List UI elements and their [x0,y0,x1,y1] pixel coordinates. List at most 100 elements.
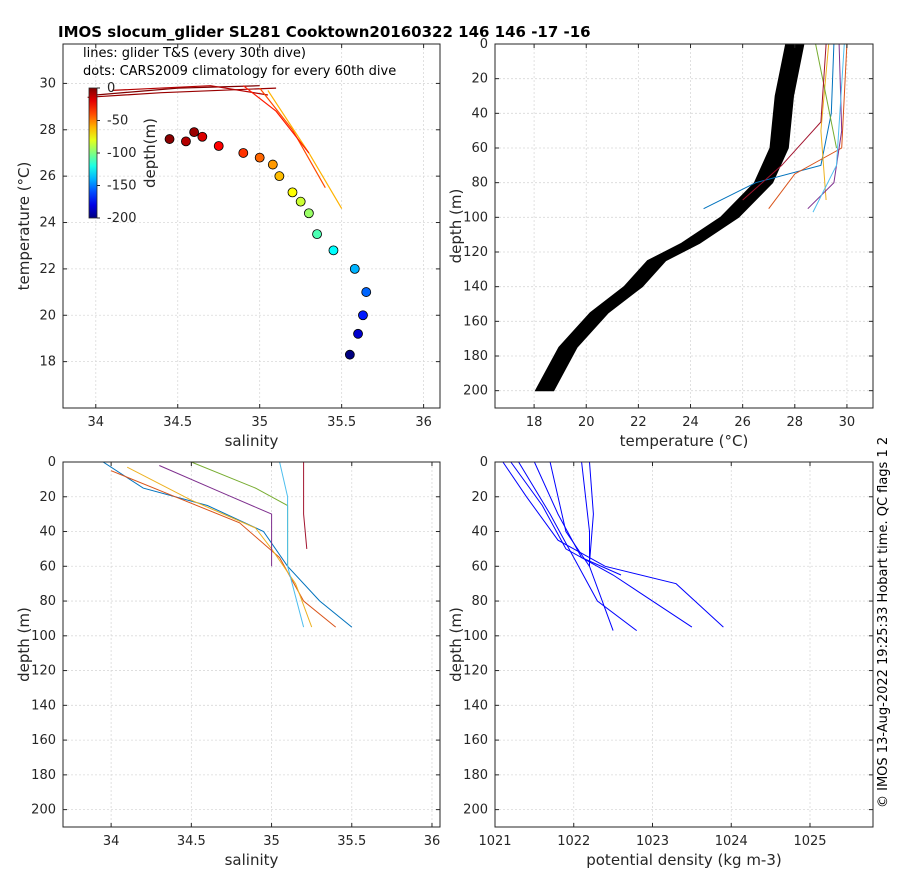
climatology-dot [353,328,363,339]
colorbar-tick-label: 0 [107,81,115,96]
y-tick-label: 180 [463,349,488,364]
axes-frame [62,461,441,828]
y-tick-label: 200 [463,803,488,818]
y-tick-label: 60 [39,559,56,574]
glider-ts-line [267,90,343,209]
y-tick-label: 40 [471,525,488,540]
y-tick-label: 200 [463,384,488,399]
x-axis-label: temperature (°C) [620,432,749,450]
x-axis-label: salinity [225,432,279,450]
plot-area [102,462,353,628]
salinity-profile [126,466,313,628]
x-tick-label: 20 [578,415,595,430]
plot-area [502,462,724,631]
salinity-profile [110,470,337,628]
density-profile [518,462,638,631]
salinity-depth-plot: 34 34.5 35 35.5 36 0 20 40 60 80 100 120 140 160 180 20… [15,455,441,869]
y-axis-label: depth (m) [447,189,465,264]
x-tick-label: 34.5 [163,415,192,430]
x-tick-label: 34.5 [177,834,206,849]
x-tick-label: 24 [682,415,699,430]
density-profile [581,462,590,567]
y-axis-label: depth (m) [447,607,465,682]
y-tick-label: 140 [463,698,488,713]
x-tick-label: 34 [88,415,105,430]
y-tick-label: 120 [463,245,488,260]
y-tick-label: 120 [31,664,56,679]
x-tick-label: 35.5 [327,415,356,430]
density-depth-plot: 1021 1022 1023 1024 1025 0 20 40 60 80 100 120 140 16… [447,455,874,869]
y-tick-label: 160 [463,314,488,329]
y-tick-label: 0 [480,455,488,470]
x-tick-label: 36 [424,834,441,849]
y-tick-label: 24 [39,216,56,231]
climatology-dot [267,159,278,170]
climatology-dot [274,171,285,182]
y-tick-label: 18 [39,355,56,370]
y-axis-label: depth (m) [15,607,33,682]
density-profile [589,462,594,563]
y-tick-label: 100 [463,629,488,644]
colorbar-label: depth(m) [141,118,159,188]
y-tick-label: 160 [463,733,488,748]
climatology-dot [197,131,208,142]
density-profile [510,462,693,628]
axes-frame [494,461,874,828]
y-tick-label: 20 [471,490,488,505]
salinity-profile [159,465,273,567]
y-tick-label: 80 [39,594,56,609]
temperature-profile [742,44,827,201]
y-tick-label: 20 [39,490,56,505]
temperature-profile [820,44,830,201]
climatology-band [534,44,805,392]
legend-dots-text: dots: CARS2009 climatology for every 60t… [83,64,396,79]
axes-frame [494,43,874,409]
legend-lines-text: lines: glider T&S (every 30th dive) [83,46,306,61]
y-tick-label: 140 [31,698,56,713]
y-tick-label: 180 [31,768,56,783]
climatology-dot [189,127,200,138]
glider-ts-line [242,85,310,154]
y-tick-label: 22 [39,262,56,277]
glider-ts-line [259,87,326,188]
climatology-dot [312,229,322,240]
climatology-dot [213,141,224,151]
y-tick-label: 80 [471,176,488,191]
x-tick-label: 34 [103,834,120,849]
temperature-profile [812,44,845,213]
y-tick-label: 180 [463,768,488,783]
x-tick-label: 1021 [478,834,511,849]
figure-title: IMOS slocum_glider SL281 Cooktown2016032… [58,23,591,41]
density-profile [549,462,614,631]
y-tick-label: 28 [39,123,56,138]
y-tick-label: 100 [463,210,488,225]
climatology-dot [349,263,360,274]
climatology-dot [164,134,175,144]
x-tick-label: 35.5 [337,834,366,849]
y-tick-label: 140 [463,280,488,295]
y-tick-label: 60 [471,559,488,574]
climatology-dot [254,152,265,163]
temperature-profile [815,44,837,149]
y-tick-label: 100 [31,629,56,644]
x-tick-label: 18 [526,415,543,430]
colorbar-tick-label: -200 [107,211,137,226]
density-profile [502,462,724,628]
x-tick-label: 28 [787,415,804,430]
climatology-dot [303,208,314,219]
glider-ts-line [112,85,268,96]
colorbar-tick-label: -150 [107,179,137,194]
x-tick-label: 1022 [557,834,590,849]
y-tick-label: 40 [39,525,56,540]
colorbar-tick-label: -100 [107,146,137,161]
climatology-dot [181,136,191,147]
y-tick-label: 20 [471,72,488,87]
temperature-profile [768,44,848,210]
climatology-dot [287,187,298,198]
y-axis-label: temperature (°C) [15,162,33,291]
glider-ts-line [95,85,260,96]
x-axis-label: salinity [225,851,279,869]
x-tick-label: 1025 [793,834,826,849]
y-tick-label: 120 [463,664,488,679]
